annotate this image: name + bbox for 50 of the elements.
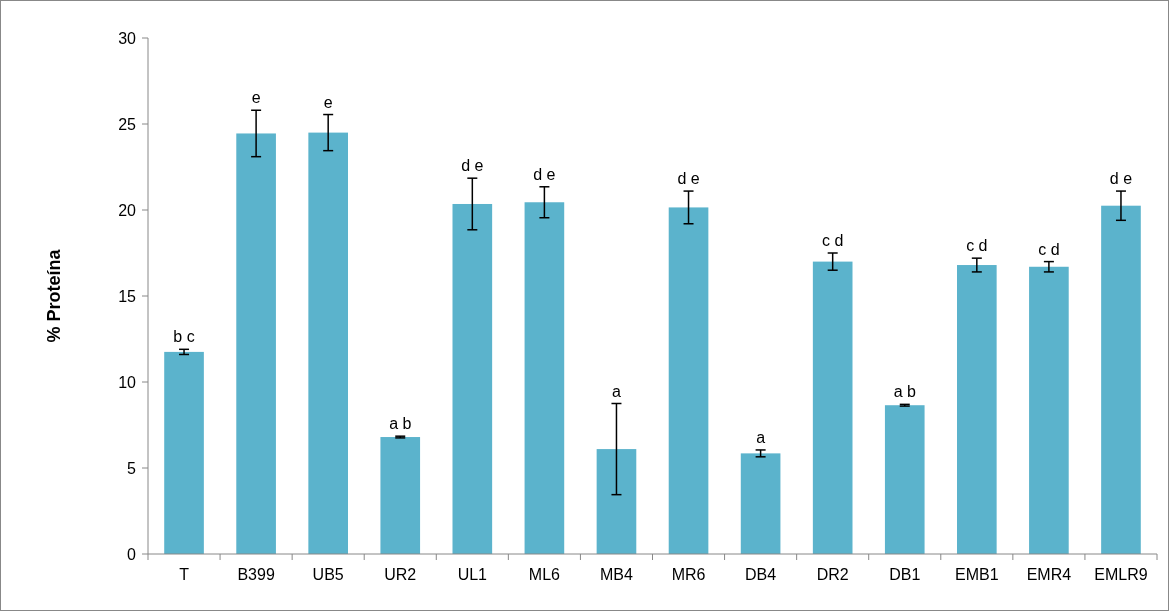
x-tick-label: DR2 <box>816 566 849 583</box>
y-tick-label: 10 <box>118 373 137 391</box>
bar <box>812 261 853 554</box>
annotation: a <box>756 428 766 446</box>
bar <box>452 203 493 554</box>
x-tick-label: B399 <box>237 566 275 583</box>
bar <box>1101 205 1141 554</box>
annotation: d e <box>677 170 700 188</box>
annotation: c d <box>1038 240 1060 258</box>
x-tick-label: UB5 <box>312 566 344 583</box>
y-tick-label: 15 <box>118 287 137 305</box>
x-tick-label: ML6 <box>528 566 561 583</box>
y-axis-title: % Proteína <box>44 248 64 343</box>
x-tick-label: T <box>179 566 190 583</box>
annotation: e <box>251 89 261 107</box>
annotation: b c <box>173 328 195 346</box>
annotation: a b <box>389 415 412 433</box>
annotation: d e <box>533 165 556 183</box>
x-tick-label: UR2 <box>384 566 417 583</box>
x-tick-label: DB4 <box>745 566 777 583</box>
bar <box>957 265 997 554</box>
y-tick-label: 5 <box>127 459 137 477</box>
bar <box>524 202 565 554</box>
y-tick-label: 30 <box>118 29 137 47</box>
x-tick-label: MB4 <box>600 566 634 583</box>
y-tick-label: 25 <box>118 115 137 133</box>
annotation: c d <box>822 232 844 249</box>
bar <box>1029 266 1069 554</box>
bar <box>740 453 781 554</box>
x-tick-label: UL1 <box>457 566 488 583</box>
bar <box>380 437 421 554</box>
x-tick-label: EMB1 <box>955 566 999 583</box>
annotation: c d <box>966 237 988 255</box>
bar <box>668 207 709 554</box>
annotation: e <box>323 93 333 111</box>
annotation: d e <box>461 157 484 175</box>
bar <box>596 449 637 554</box>
annotation: a <box>612 382 622 400</box>
bar <box>308 132 348 554</box>
x-tick-label: EMLR9 <box>1094 566 1148 583</box>
x-tick-label: EMR4 <box>1026 566 1072 583</box>
annotation: d e <box>1109 170 1133 188</box>
annotation: a b <box>893 383 916 401</box>
x-tick-label: DB1 <box>889 566 921 583</box>
y-tick-label: 0 <box>127 545 137 563</box>
y-tick-label: 20 <box>118 201 137 219</box>
bar <box>884 405 925 554</box>
bar <box>236 133 276 554</box>
bar <box>164 351 204 554</box>
x-tick-label: MR6 <box>671 566 706 583</box>
